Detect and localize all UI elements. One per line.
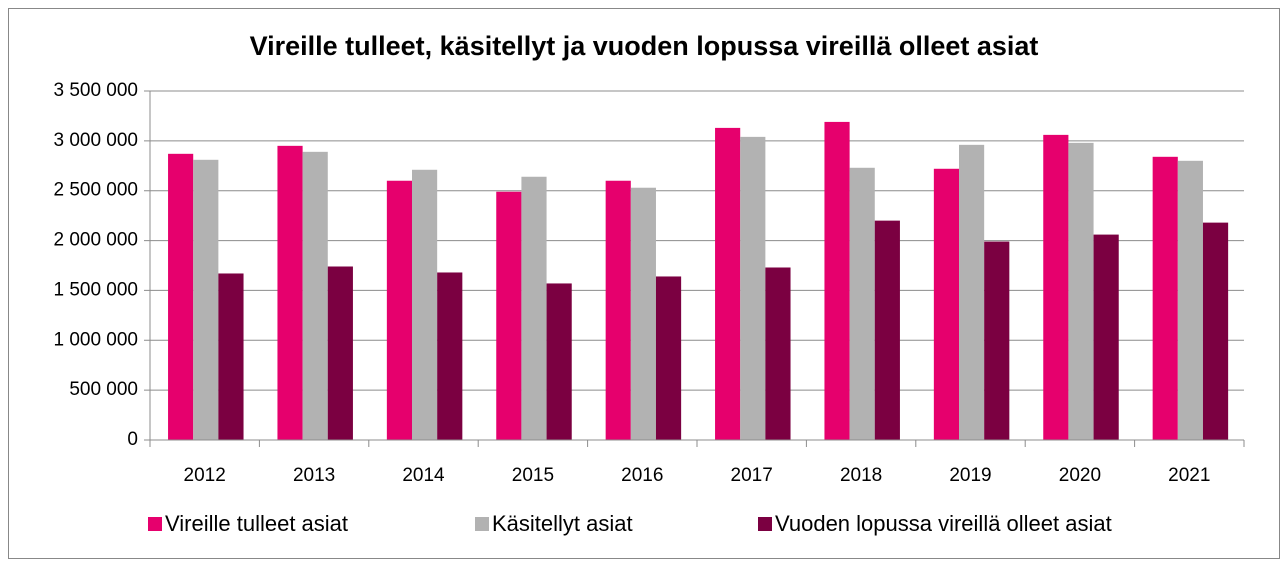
bar: [193, 159, 219, 440]
bar: [984, 241, 1010, 440]
bar: [521, 176, 547, 441]
bar: [327, 266, 353, 440]
x-tick-label: 2015: [512, 465, 554, 486]
x-tick-label: 2017: [731, 465, 773, 486]
y-tick-label: 3 000 000: [53, 130, 138, 151]
bar: [630, 187, 656, 440]
y-tick-label: 500 000: [69, 379, 138, 400]
y-tick-label: 2 500 000: [53, 180, 138, 201]
legend-label: Vireille tulleet asiat: [165, 511, 348, 536]
y-tick-label: 1 500 000: [53, 279, 138, 300]
y-tick-label: 3 500 000: [53, 80, 138, 101]
bar: [302, 151, 328, 440]
x-tick-label: 2018: [840, 465, 882, 486]
y-tick-label: 2 000 000: [53, 230, 138, 251]
legend-label: Käsitellyt asiat: [492, 511, 633, 536]
bar: [546, 283, 572, 440]
y-tick-label: 1 000 000: [53, 329, 138, 350]
bar: [874, 220, 900, 440]
bar: [740, 136, 766, 440]
legend-swatch: [475, 517, 489, 531]
bar: [715, 127, 741, 440]
x-tick-label: 2012: [184, 465, 226, 486]
bar: [959, 144, 985, 441]
x-tick-label: 2020: [1059, 465, 1101, 486]
bar: [1043, 134, 1069, 441]
bar: [168, 153, 194, 440]
bar: [849, 167, 875, 440]
bar: [412, 169, 438, 440]
bar: [218, 273, 244, 440]
x-tick-label: 2016: [621, 465, 663, 486]
legend-swatch: [758, 517, 772, 531]
bar: [1068, 142, 1094, 440]
bar: [765, 267, 791, 440]
bar: [1177, 160, 1203, 441]
x-tick-label: 2014: [402, 465, 445, 486]
y-tick-label: 0: [127, 429, 138, 450]
chart-title: Vireille tulleet, käsitellyt ja vuoden l…: [250, 31, 1039, 61]
legend-label: Vuoden lopussa vireillä olleet asiat: [775, 511, 1112, 536]
bar: [496, 191, 522, 440]
bar: [824, 121, 850, 440]
bar: [437, 272, 463, 440]
bar: [1152, 156, 1178, 440]
x-tick-label: 2021: [1168, 465, 1210, 486]
bar: [605, 180, 631, 440]
bar: [1202, 222, 1229, 440]
bar: [933, 168, 960, 440]
bar: [1093, 234, 1119, 440]
legend-swatch: [148, 517, 162, 531]
bar: [655, 276, 682, 440]
x-tick-label: 2013: [293, 465, 335, 486]
x-tick-label: 2019: [949, 465, 991, 486]
bar: [386, 180, 413, 440]
bar: [277, 145, 303, 441]
